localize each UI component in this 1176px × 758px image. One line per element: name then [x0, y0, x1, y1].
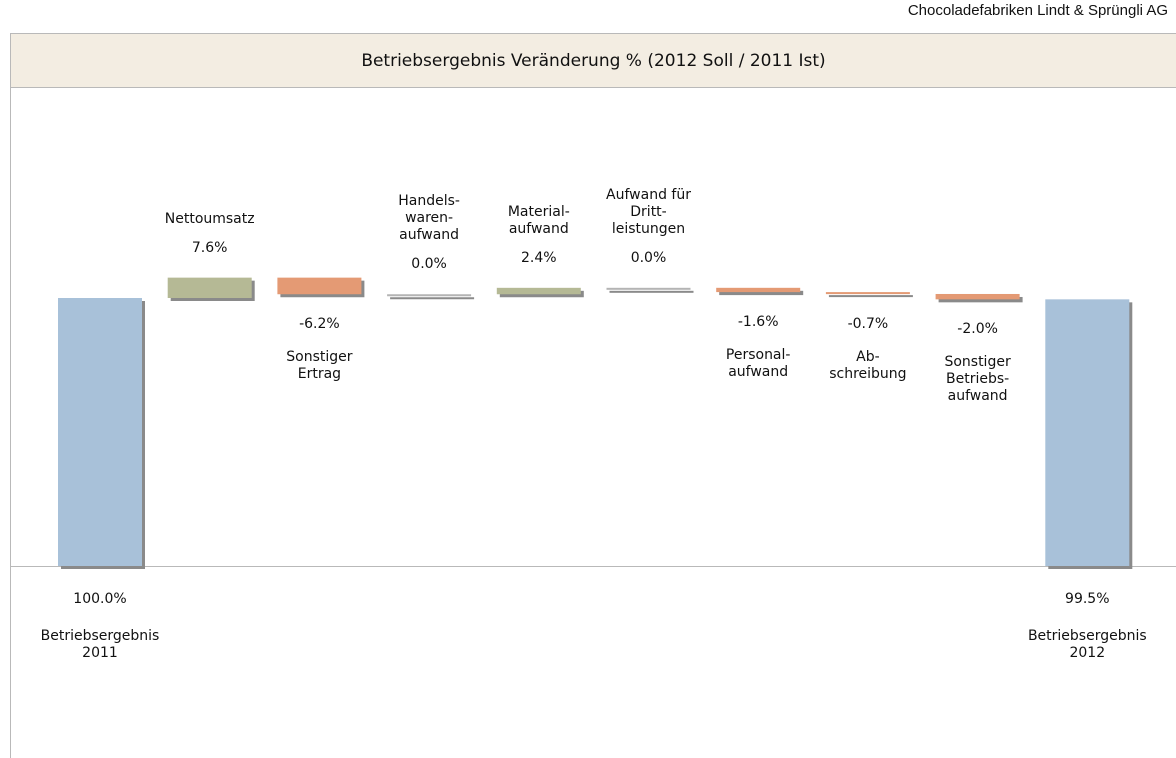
value-label: 0.0%	[411, 256, 447, 273]
bar-shadow	[719, 290, 804, 296]
bar	[716, 287, 801, 293]
value-label: 0.0%	[630, 249, 667, 266]
bar	[825, 292, 910, 295]
bar	[935, 293, 1020, 300]
bar-shadow	[609, 290, 694, 293]
bar-shadow	[390, 297, 475, 300]
bar	[58, 298, 142, 566]
company: Chocoladefabriken Lindt & Sprüngli AG	[907, 2, 1168, 19]
chart-title: Betriebsergebnis Veränderung % (2012 Sol…	[10, 33, 1176, 88]
bar	[1045, 299, 1130, 566]
value-label: 100.0%	[73, 591, 127, 607]
bar	[167, 277, 252, 298]
category-label: Aufwand für Dritt- leistungen	[606, 186, 691, 237]
category-label: Sonstiger Betriebs- aufwand	[944, 354, 1011, 405]
value-label: -2.0%	[957, 321, 998, 338]
category-label: Nettoumsatz	[164, 210, 255, 227]
bar	[387, 294, 472, 297]
category-label: Personal- aufwand	[725, 347, 791, 381]
category-label: Handels- waren- aufwand	[398, 193, 460, 244]
bar	[496, 287, 581, 295]
value-label: -0.7%	[847, 315, 889, 332]
category-label: Betriebsergebnis 2012	[1027, 628, 1147, 661]
value-label: -6.2%	[299, 316, 340, 333]
value-label: 99.5%	[1065, 591, 1110, 607]
bar	[277, 277, 362, 295]
value-label: 7.6%	[191, 239, 228, 256]
bar	[606, 287, 691, 290]
category-label: Material- aufwand	[507, 203, 570, 237]
value-label: -1.6%	[737, 314, 779, 331]
category-label: Betriebsergebnis 2011	[40, 628, 160, 661]
bar-shadow	[938, 296, 1023, 303]
value-label: 2.4%	[521, 249, 557, 266]
category-label: Sonstiger Ertrag	[286, 349, 353, 383]
category-label: Ab- schreibung	[829, 348, 907, 382]
bar-shadow	[828, 295, 913, 298]
